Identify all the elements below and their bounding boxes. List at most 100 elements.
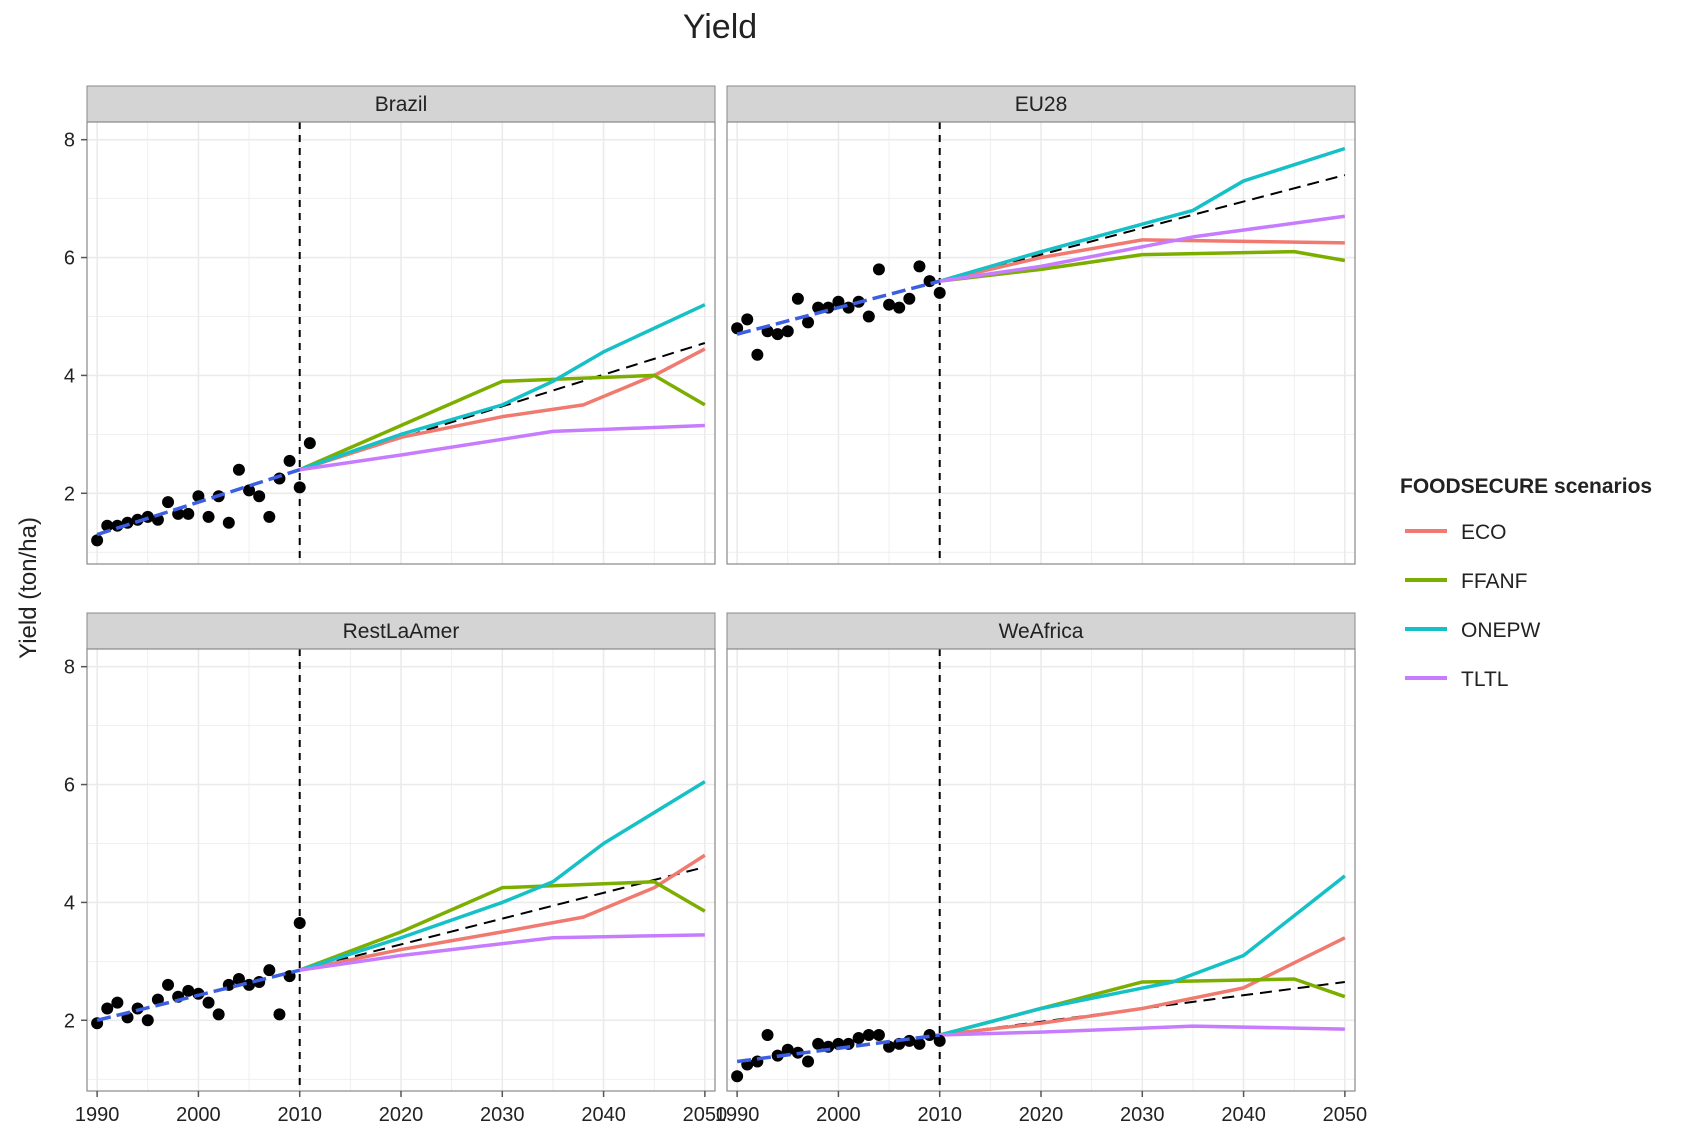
x-tick-label: 1990 [75, 1104, 120, 1126]
baseline-trend-line [939, 174, 1346, 283]
legend: FOODSECURE scenarios ECO FFANF ONEPW TLTL [1400, 475, 1652, 691]
facet-label: EU28 [1015, 93, 1068, 116]
observed-point [202, 996, 215, 1009]
observed-point [933, 286, 946, 299]
observed-point [303, 437, 316, 450]
observed-point [111, 996, 124, 1009]
legend-label-tltl: TLTL [1461, 668, 1508, 691]
facet-label: WeAfrica [999, 620, 1084, 643]
observed-point [293, 917, 306, 930]
x-tick-label: 1990 [715, 1104, 760, 1126]
observed-point [872, 1029, 885, 1042]
observed-point [101, 519, 114, 532]
legend-items: ECO FFANF ONEPW TLTL [1405, 521, 1541, 691]
y-axis-label: Yield (ton/ha) [15, 517, 42, 659]
observed-point [781, 1043, 794, 1056]
chart-title: Yield [683, 8, 757, 46]
observed-point [222, 516, 235, 529]
series-line-eco [299, 347, 706, 472]
observed-point [232, 463, 245, 476]
observed-point [771, 328, 784, 341]
y-tick-label: 4 [64, 892, 75, 914]
observed-point [212, 1008, 225, 1021]
observed-point [883, 298, 896, 311]
historical-trend-line [96, 968, 301, 1022]
observed-point [923, 1029, 936, 1042]
legend-label-eco: ECO [1461, 521, 1507, 544]
observed-point [903, 292, 916, 305]
observed-point [781, 325, 794, 338]
observed-point [802, 1055, 815, 1068]
observed-point [101, 1002, 114, 1015]
series-line-onepw [299, 780, 706, 972]
observed-point [273, 1008, 286, 1021]
historical-trend-line [736, 279, 941, 336]
legend-label-ffanf: FFANF [1461, 570, 1528, 593]
panel-weafrica: WeAfrica 1990 2000 2010 2020 2030 2040 2050 [715, 612, 1368, 1126]
observed-point [263, 510, 276, 523]
observed-point [232, 973, 245, 986]
facet-label: RestLaAmer [343, 620, 460, 643]
observed-point [293, 481, 306, 494]
series-line-onepw [299, 303, 706, 472]
series-line-tltl [299, 423, 705, 472]
observed-point [151, 993, 164, 1006]
x-tick-label: 2000 [176, 1104, 221, 1126]
observed-point [243, 484, 256, 497]
x-tick-label: 2050 [683, 1104, 728, 1126]
facet-strip [86, 85, 716, 123]
baseline-trend-line [299, 866, 706, 972]
y-tick-label: 6 [64, 248, 75, 270]
series-line-eco [299, 853, 706, 972]
observed-point [751, 348, 764, 361]
legend-title: FOODSECURE scenarios [1400, 475, 1652, 498]
observed-point [283, 454, 296, 467]
observed-point [263, 964, 276, 977]
facet-strip [726, 85, 1356, 123]
y-tick-label: 2 [64, 1010, 75, 1032]
x-tick-label: 2010 [277, 1104, 322, 1126]
series-line-onepw [939, 146, 1346, 283]
observed-point [852, 1031, 865, 1044]
observed-point [872, 263, 885, 276]
observed-point [761, 1029, 774, 1042]
x-tick-label: 2040 [1221, 1104, 1266, 1126]
observed-point [862, 1029, 875, 1042]
observed-point [933, 1034, 946, 1047]
observed-point [913, 1037, 926, 1050]
series-line-ffanf [939, 249, 1346, 283]
observed-point [832, 295, 845, 308]
gridlines [87, 649, 715, 1091]
panel-eu28: EU28 [726, 85, 1356, 565]
observed-point [253, 490, 266, 503]
historical-trend-line [96, 468, 301, 537]
x-tick-label: 2000 [816, 1104, 861, 1126]
facet-panels: Brazil 2 4 6 8 EU28 RestLaAmer 2 4 6 8 1990 2000 2010… [64, 85, 1368, 1126]
series-line-tltl [299, 933, 705, 972]
legend-label-onepw: ONEPW [1461, 619, 1541, 642]
observed-point [791, 292, 804, 305]
panel-brazil: Brazil 2 4 6 8 [64, 85, 716, 565]
x-tick-label: 2030 [1120, 1104, 1165, 1126]
observed-point [741, 313, 754, 326]
facet-label: Brazil [375, 93, 428, 116]
observed-point [192, 490, 205, 503]
series-line-eco [939, 936, 1346, 1037]
series-line-ffanf [299, 373, 706, 472]
observed-point [202, 510, 215, 523]
x-tick-label: 2050 [1323, 1104, 1368, 1126]
series-line-tltl [939, 1024, 1345, 1037]
observed-point [802, 316, 815, 329]
observed-point [731, 322, 744, 335]
facet-strip [86, 612, 716, 650]
y-tick-label: 6 [64, 775, 75, 797]
y-tick-label: 8 [64, 130, 75, 152]
x-tick-label: 2010 [917, 1104, 962, 1126]
panel-restlaamer: RestLaAmer 2 4 6 8 1990 2000 2010 2020 2030 2040 20… [64, 612, 728, 1126]
observed-point [162, 978, 175, 991]
series-line-eco [939, 238, 1345, 283]
x-tick-label: 2040 [581, 1104, 626, 1126]
series-line-onepw [939, 874, 1346, 1037]
facet-strip [726, 612, 1356, 650]
observed-point [862, 310, 875, 323]
